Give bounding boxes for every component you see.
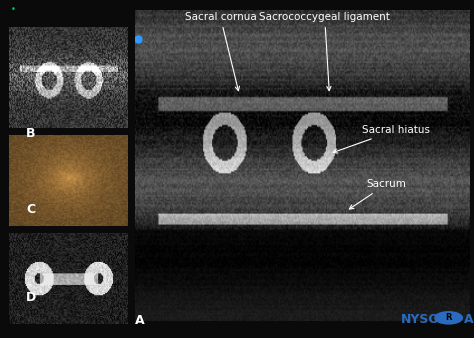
Text: •: • (10, 5, 15, 14)
Text: Sacral cornua: Sacral cornua (184, 12, 256, 91)
Text: D: D (26, 291, 36, 304)
Text: Sacrococcygeal ligament: Sacrococcygeal ligament (259, 12, 390, 91)
Text: Sacrum: Sacrum (349, 179, 406, 209)
Text: NYSO: NYSO (401, 313, 439, 325)
Text: A: A (135, 314, 145, 328)
Text: B: B (26, 127, 36, 140)
Text: R: R (446, 313, 452, 322)
Text: A: A (464, 313, 474, 325)
Text: Sacral hiatus: Sacral hiatus (333, 125, 430, 153)
Text: C: C (26, 203, 35, 216)
Circle shape (435, 312, 462, 324)
